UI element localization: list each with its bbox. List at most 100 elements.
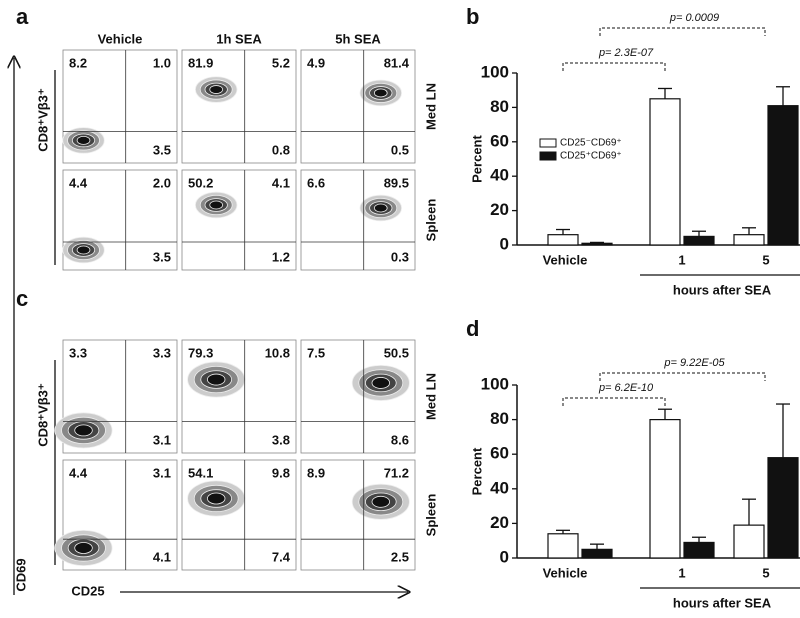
legend-swatch — [539, 151, 557, 161]
panel-label: c — [16, 286, 28, 311]
quadrant-value: 6.6 — [307, 175, 325, 190]
flow-y-label: CD8⁺Vβ3⁺ — [35, 383, 50, 447]
plot-frame — [181, 339, 297, 454]
y-axis-label: Percent — [469, 447, 484, 495]
bar — [547, 234, 579, 246]
quadrant-value: 8.2 — [69, 55, 87, 70]
panel-label: a — [16, 4, 29, 29]
quadrant-value: 8.6 — [391, 432, 409, 447]
y-axis-label: Percent — [469, 134, 484, 182]
panel-label: b — [466, 4, 479, 29]
plot-frame — [181, 459, 297, 571]
plot-frame — [181, 169, 297, 271]
x-tick-label: 1 — [678, 565, 685, 580]
y-tick-label: 20 — [490, 513, 509, 532]
quadrant-value: 3.1 — [153, 432, 171, 447]
y-tick-label: 40 — [490, 478, 509, 497]
x-axis-label: hours after SEA — [673, 595, 772, 610]
quadrant-value: 79.3 — [188, 345, 213, 360]
plot-frame — [300, 169, 416, 271]
bar — [767, 105, 799, 246]
contour — [371, 495, 391, 508]
plot-frame — [300, 49, 416, 164]
quadrant-value: 50.5 — [384, 345, 409, 360]
quadrant-value: 4.1 — [153, 549, 171, 564]
contour — [209, 200, 224, 210]
quadrant-value: 7.4 — [272, 549, 291, 564]
row-label: Spleen — [423, 494, 438, 537]
quadrant-value: 2.0 — [153, 175, 171, 190]
y-tick-label: 0 — [500, 547, 509, 566]
bar — [581, 242, 613, 246]
quadrant-value: 3.1 — [153, 465, 171, 480]
x-axis-label: CD25 — [71, 583, 104, 598]
bar — [649, 98, 681, 246]
bar — [547, 533, 579, 559]
row-label: Spleen — [423, 199, 438, 242]
quadrant-value: 4.1 — [272, 175, 290, 190]
plot-frame — [181, 49, 297, 164]
quadrant-value: 9.8 — [272, 465, 290, 480]
x-tick-label: 5 — [762, 565, 769, 580]
quadrant-value: 4.4 — [69, 175, 88, 190]
quadrant-value: 3.5 — [153, 142, 171, 157]
quadrant-value: 8.9 — [307, 465, 325, 480]
column-label: 5h SEA — [335, 31, 381, 46]
p-value: p= 2.3E-07 — [598, 47, 654, 59]
quadrant-value: 89.5 — [384, 175, 409, 190]
bar — [683, 541, 715, 559]
p-bracket — [562, 397, 666, 406]
x-tick-label: Vehicle — [543, 565, 588, 580]
quadrant-value: 3.3 — [69, 345, 87, 360]
flow-y-label: CD8⁺Vβ3⁺ — [35, 88, 50, 152]
quadrant-value: 1.0 — [153, 55, 171, 70]
quadrant-value: 2.5 — [391, 549, 409, 564]
quadrant-value: 4.4 — [69, 465, 88, 480]
quadrant-value: 4.9 — [307, 55, 325, 70]
y-tick-label: 0 — [500, 234, 509, 253]
legend-label: CD25⁺CD69⁺ — [560, 151, 622, 162]
contour — [373, 203, 388, 213]
quadrant-value: 3.8 — [272, 432, 290, 447]
quadrant-value: 81.4 — [384, 55, 410, 70]
bar — [767, 457, 799, 559]
contour — [206, 492, 226, 505]
quadrant-value: 5.2 — [272, 55, 290, 70]
p-value: p= 9.22E-05 — [663, 357, 725, 369]
y-tick-label: 100 — [481, 374, 509, 393]
bar — [733, 234, 765, 246]
quadrant-value: 3.3 — [153, 345, 171, 360]
quadrant-value: 81.9 — [188, 55, 213, 70]
p-bracket — [562, 62, 666, 71]
bar — [581, 548, 613, 559]
quadrant-value: 0.5 — [391, 142, 409, 157]
quadrant-value: 3.5 — [153, 249, 171, 264]
contour — [76, 245, 91, 255]
y-axis-label: CD69 — [13, 558, 28, 591]
row-label: Med LN — [423, 373, 438, 420]
legend-swatch — [539, 138, 557, 148]
p-bracket — [599, 27, 766, 36]
y-tick-label: 80 — [490, 409, 509, 428]
contour — [373, 88, 388, 98]
quadrant-value: 0.8 — [272, 142, 290, 157]
y-tick-label: 80 — [490, 97, 509, 116]
column-label: Vehicle — [98, 31, 143, 46]
p-value: p= 6.2E-10 — [598, 382, 654, 394]
bar — [733, 524, 765, 559]
quadrant-value: 71.2 — [384, 465, 409, 480]
legend-label: CD25⁻CD69⁺ — [560, 138, 622, 149]
quadrant-value: 10.8 — [265, 345, 290, 360]
quadrant-value: 7.5 — [307, 345, 325, 360]
x-tick-label: Vehicle — [543, 252, 588, 267]
bar — [683, 235, 715, 246]
y-tick-label: 40 — [490, 166, 509, 185]
p-bracket — [599, 372, 766, 381]
contour — [76, 135, 91, 145]
row-label: Med LN — [423, 83, 438, 130]
y-tick-label: 60 — [490, 131, 509, 150]
contour — [74, 542, 93, 554]
column-label: 1h SEA — [216, 31, 262, 46]
quadrant-value: 0.3 — [391, 249, 409, 264]
